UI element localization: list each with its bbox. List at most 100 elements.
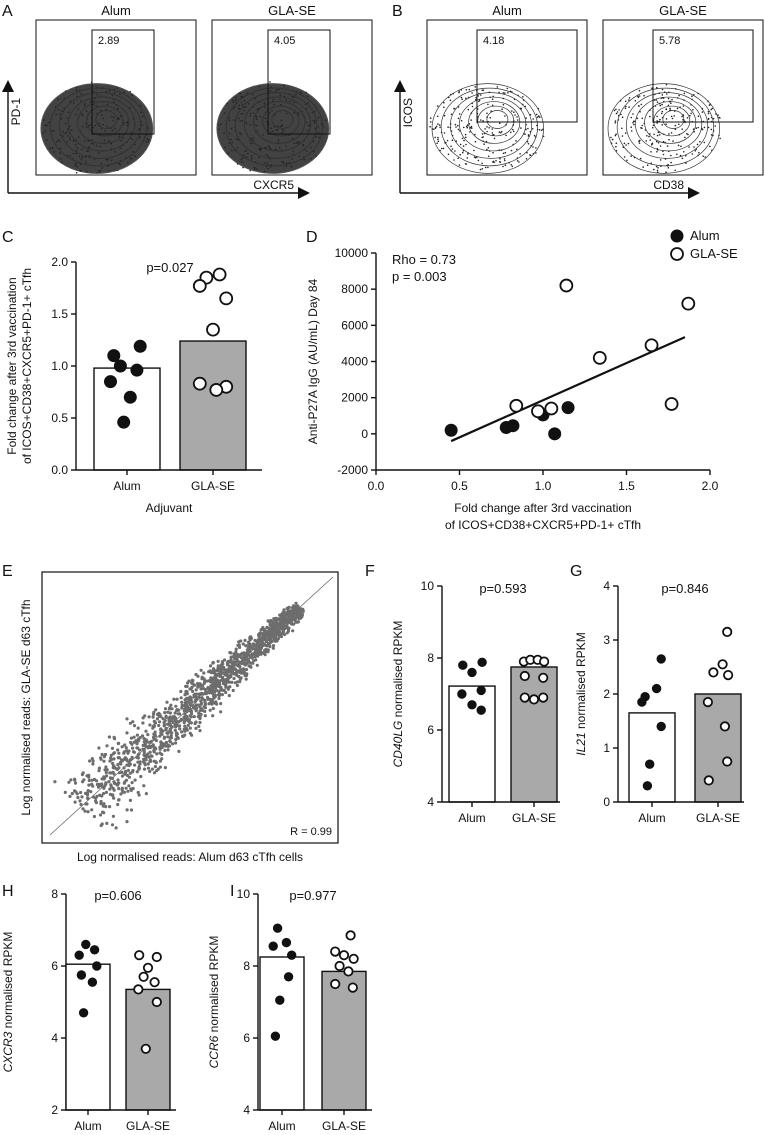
read-point: [151, 743, 155, 747]
flow-b-alum-event: [516, 148, 518, 151]
data-point-alum: [637, 697, 647, 707]
read-point: [101, 810, 105, 814]
flow-b-alum-contour: [486, 110, 509, 129]
read-point: [184, 703, 188, 707]
y-tick-label: 10: [237, 887, 251, 901]
read-point: [104, 790, 108, 795]
read-point: [104, 770, 108, 775]
flow-b-glase-event: [649, 115, 651, 118]
read-point: [229, 670, 233, 674]
read-point: [141, 743, 145, 748]
data-point-gla-se: [209, 383, 224, 397]
read-point: [173, 711, 177, 715]
y-axis-label: IL21 normalised RPKM: [574, 632, 588, 755]
flow-b-alum-event: [520, 127, 522, 129]
read-point: [158, 759, 162, 763]
flow-b-alum-event: [465, 136, 467, 139]
y-tick-label: 1.5: [51, 307, 68, 321]
bar-gla-se: [125, 988, 171, 1111]
read-point: [249, 664, 253, 669]
read-point: [215, 702, 219, 706]
y-tick-label: 4: [51, 1031, 58, 1045]
read-point: [69, 778, 73, 782]
flow-b-glase-event: [665, 108, 668, 111]
data-point-gla-se: [681, 296, 696, 311]
data-point-alum: [283, 972, 294, 982]
flow-b-alum-event: [434, 136, 437, 139]
read-point: [84, 791, 88, 796]
read-point: [166, 722, 170, 726]
flow-a-alum-contour: [86, 105, 124, 137]
flow-b-alum-event: [461, 151, 464, 154]
read-point: [68, 794, 72, 799]
flow-b-alum-event: [487, 155, 490, 158]
y-axis-label: of ICOS+CD38+CXCR5+PD-1+ cTfh: [20, 268, 34, 464]
read-point: [190, 681, 194, 685]
legend-label: Alum: [690, 228, 720, 243]
flow-b-alum-event: [429, 117, 432, 119]
read-point: [192, 715, 196, 719]
flow-b-alum-event: [499, 161, 502, 164]
read-point: [262, 628, 266, 633]
flow-b-alum-event: [466, 157, 469, 159]
data-point-alum: [74, 950, 84, 960]
read-point: [258, 636, 262, 640]
read-point: [73, 777, 77, 781]
read-point: [252, 659, 256, 663]
flow-b-alum-event: [458, 164, 461, 166]
read-point: [197, 724, 201, 729]
flow-b-alum-event: [451, 139, 454, 141]
read-point: [206, 686, 210, 690]
read-point: [224, 685, 228, 689]
read-point: [122, 766, 126, 770]
flow-b-glase-event: [702, 155, 704, 157]
read-point: [287, 619, 291, 623]
read-point: [162, 723, 166, 727]
read-point: [180, 700, 184, 704]
flow-b-alum-event: [450, 145, 452, 148]
flow-b-alum-contour: [440, 87, 539, 167]
read-point: [108, 776, 112, 780]
read-point: [239, 639, 243, 643]
flow-b-glase-contour: [607, 83, 720, 174]
read-point: [287, 605, 291, 610]
read-point: [130, 756, 134, 760]
flow-b-alum-event: [529, 154, 531, 156]
read-point: [255, 663, 259, 667]
read-point: [85, 774, 89, 778]
flow-b-glase-event: [671, 98, 673, 101]
flow-b-alum-event: [511, 128, 514, 131]
flow-b-glase-event: [642, 166, 644, 168]
data-point-gla-se: [330, 946, 341, 957]
flow-b-glase-event: [665, 83, 668, 86]
panel-letter: C: [2, 229, 14, 246]
flow-b-glase-event: [656, 122, 658, 124]
flow-b-alum-event: [527, 134, 530, 136]
read-point: [264, 640, 269, 644]
read-point: [120, 774, 125, 778]
flow-b-alum-event: [525, 117, 527, 119]
flow-b-alum-event: [532, 118, 534, 120]
read-point: [138, 762, 142, 766]
read-point: [89, 790, 93, 794]
read-point: [217, 693, 221, 698]
read-point: [70, 791, 74, 796]
read-point: [143, 714, 147, 718]
y-tick-label: 8000: [341, 282, 368, 296]
read-point: [183, 717, 187, 721]
flow-b-alum-event: [514, 114, 516, 116]
panel-letter: E: [2, 563, 13, 580]
read-point: [194, 697, 199, 701]
flow-b-alum-event: [458, 90, 461, 93]
flow-b-glase-event: [657, 167, 659, 169]
read-point: [165, 731, 169, 735]
x-tick-label: 1.0: [535, 479, 552, 493]
flow-b-alum-event: [437, 138, 439, 141]
data-point-alum: [268, 941, 278, 951]
flow-b-alum-event: [491, 98, 494, 100]
read-point: [138, 760, 142, 764]
x-tick-label: Alum: [458, 811, 485, 825]
read-point: [90, 808, 94, 812]
flow-b-glase-event: [649, 133, 651, 135]
read-point: [234, 647, 238, 651]
